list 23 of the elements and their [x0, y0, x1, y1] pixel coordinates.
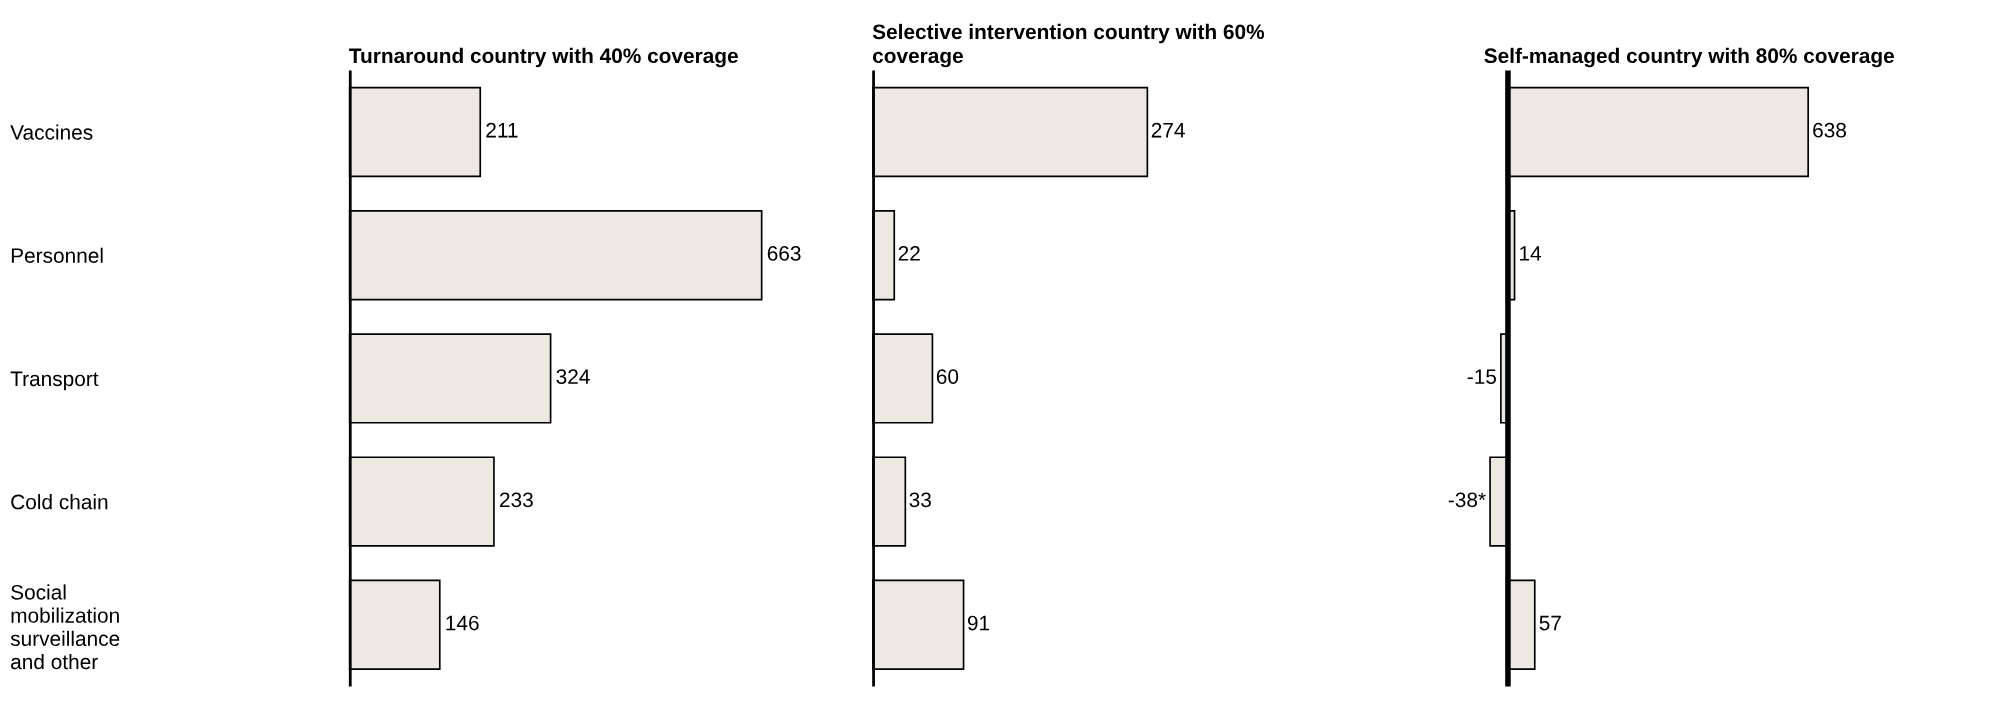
y-tick-label: Vaccines	[10, 124, 93, 140]
data-label: 211	[486, 122, 518, 138]
data-label: 663	[767, 246, 801, 261]
chart-title: Turnaround country with 40% coverage	[349, 47, 738, 68]
chart-title: Self-managed country with 80% coverage	[1484, 47, 1894, 68]
y-tick-label: Social mobilization surveillance and other	[10, 584, 120, 670]
data-label: 22	[898, 246, 920, 261]
y-tick-label: Transport	[10, 371, 99, 391]
data-label: -38*	[1448, 492, 1486, 508]
data-label: 91	[967, 615, 990, 631]
data-label: 146	[446, 615, 479, 631]
data-label: 60	[936, 369, 959, 384]
y-tick-label: Cold chain	[11, 494, 108, 510]
data-label: 233	[500, 492, 533, 508]
data-label: 638	[1813, 122, 1846, 138]
data-label: 57	[1539, 615, 1561, 631]
data-label: 274	[1151, 122, 1185, 138]
data-label: -15	[1467, 369, 1497, 384]
data-label: 33	[909, 492, 931, 508]
chart-title: Selective intervention country with 60% coverage	[872, 23, 1265, 68]
data-label: 14	[1520, 246, 1542, 261]
y-tick-label: Personnel	[11, 247, 103, 263]
data-label: 324	[556, 369, 590, 384]
